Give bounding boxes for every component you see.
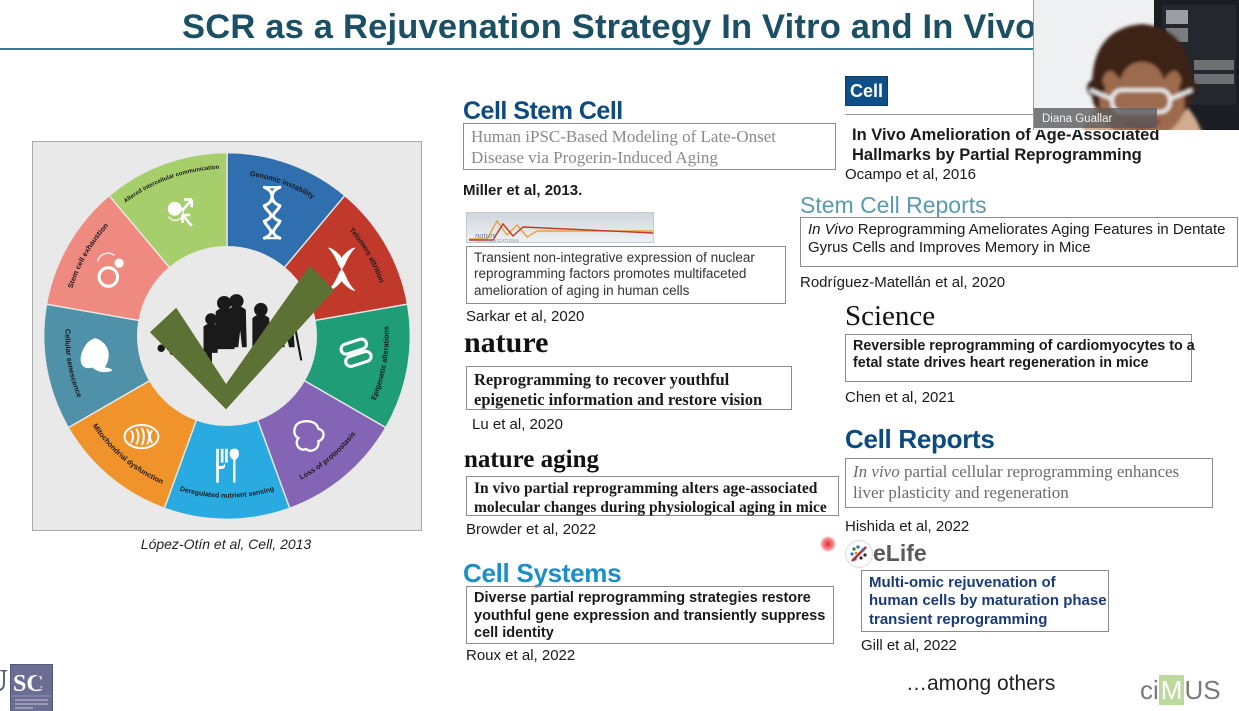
svg-text:COMMUNICATIONS: COMMUNICATIONS [475,238,519,242]
svg-text:Diana Guallar: Diana Guallar [1042,113,1112,125]
